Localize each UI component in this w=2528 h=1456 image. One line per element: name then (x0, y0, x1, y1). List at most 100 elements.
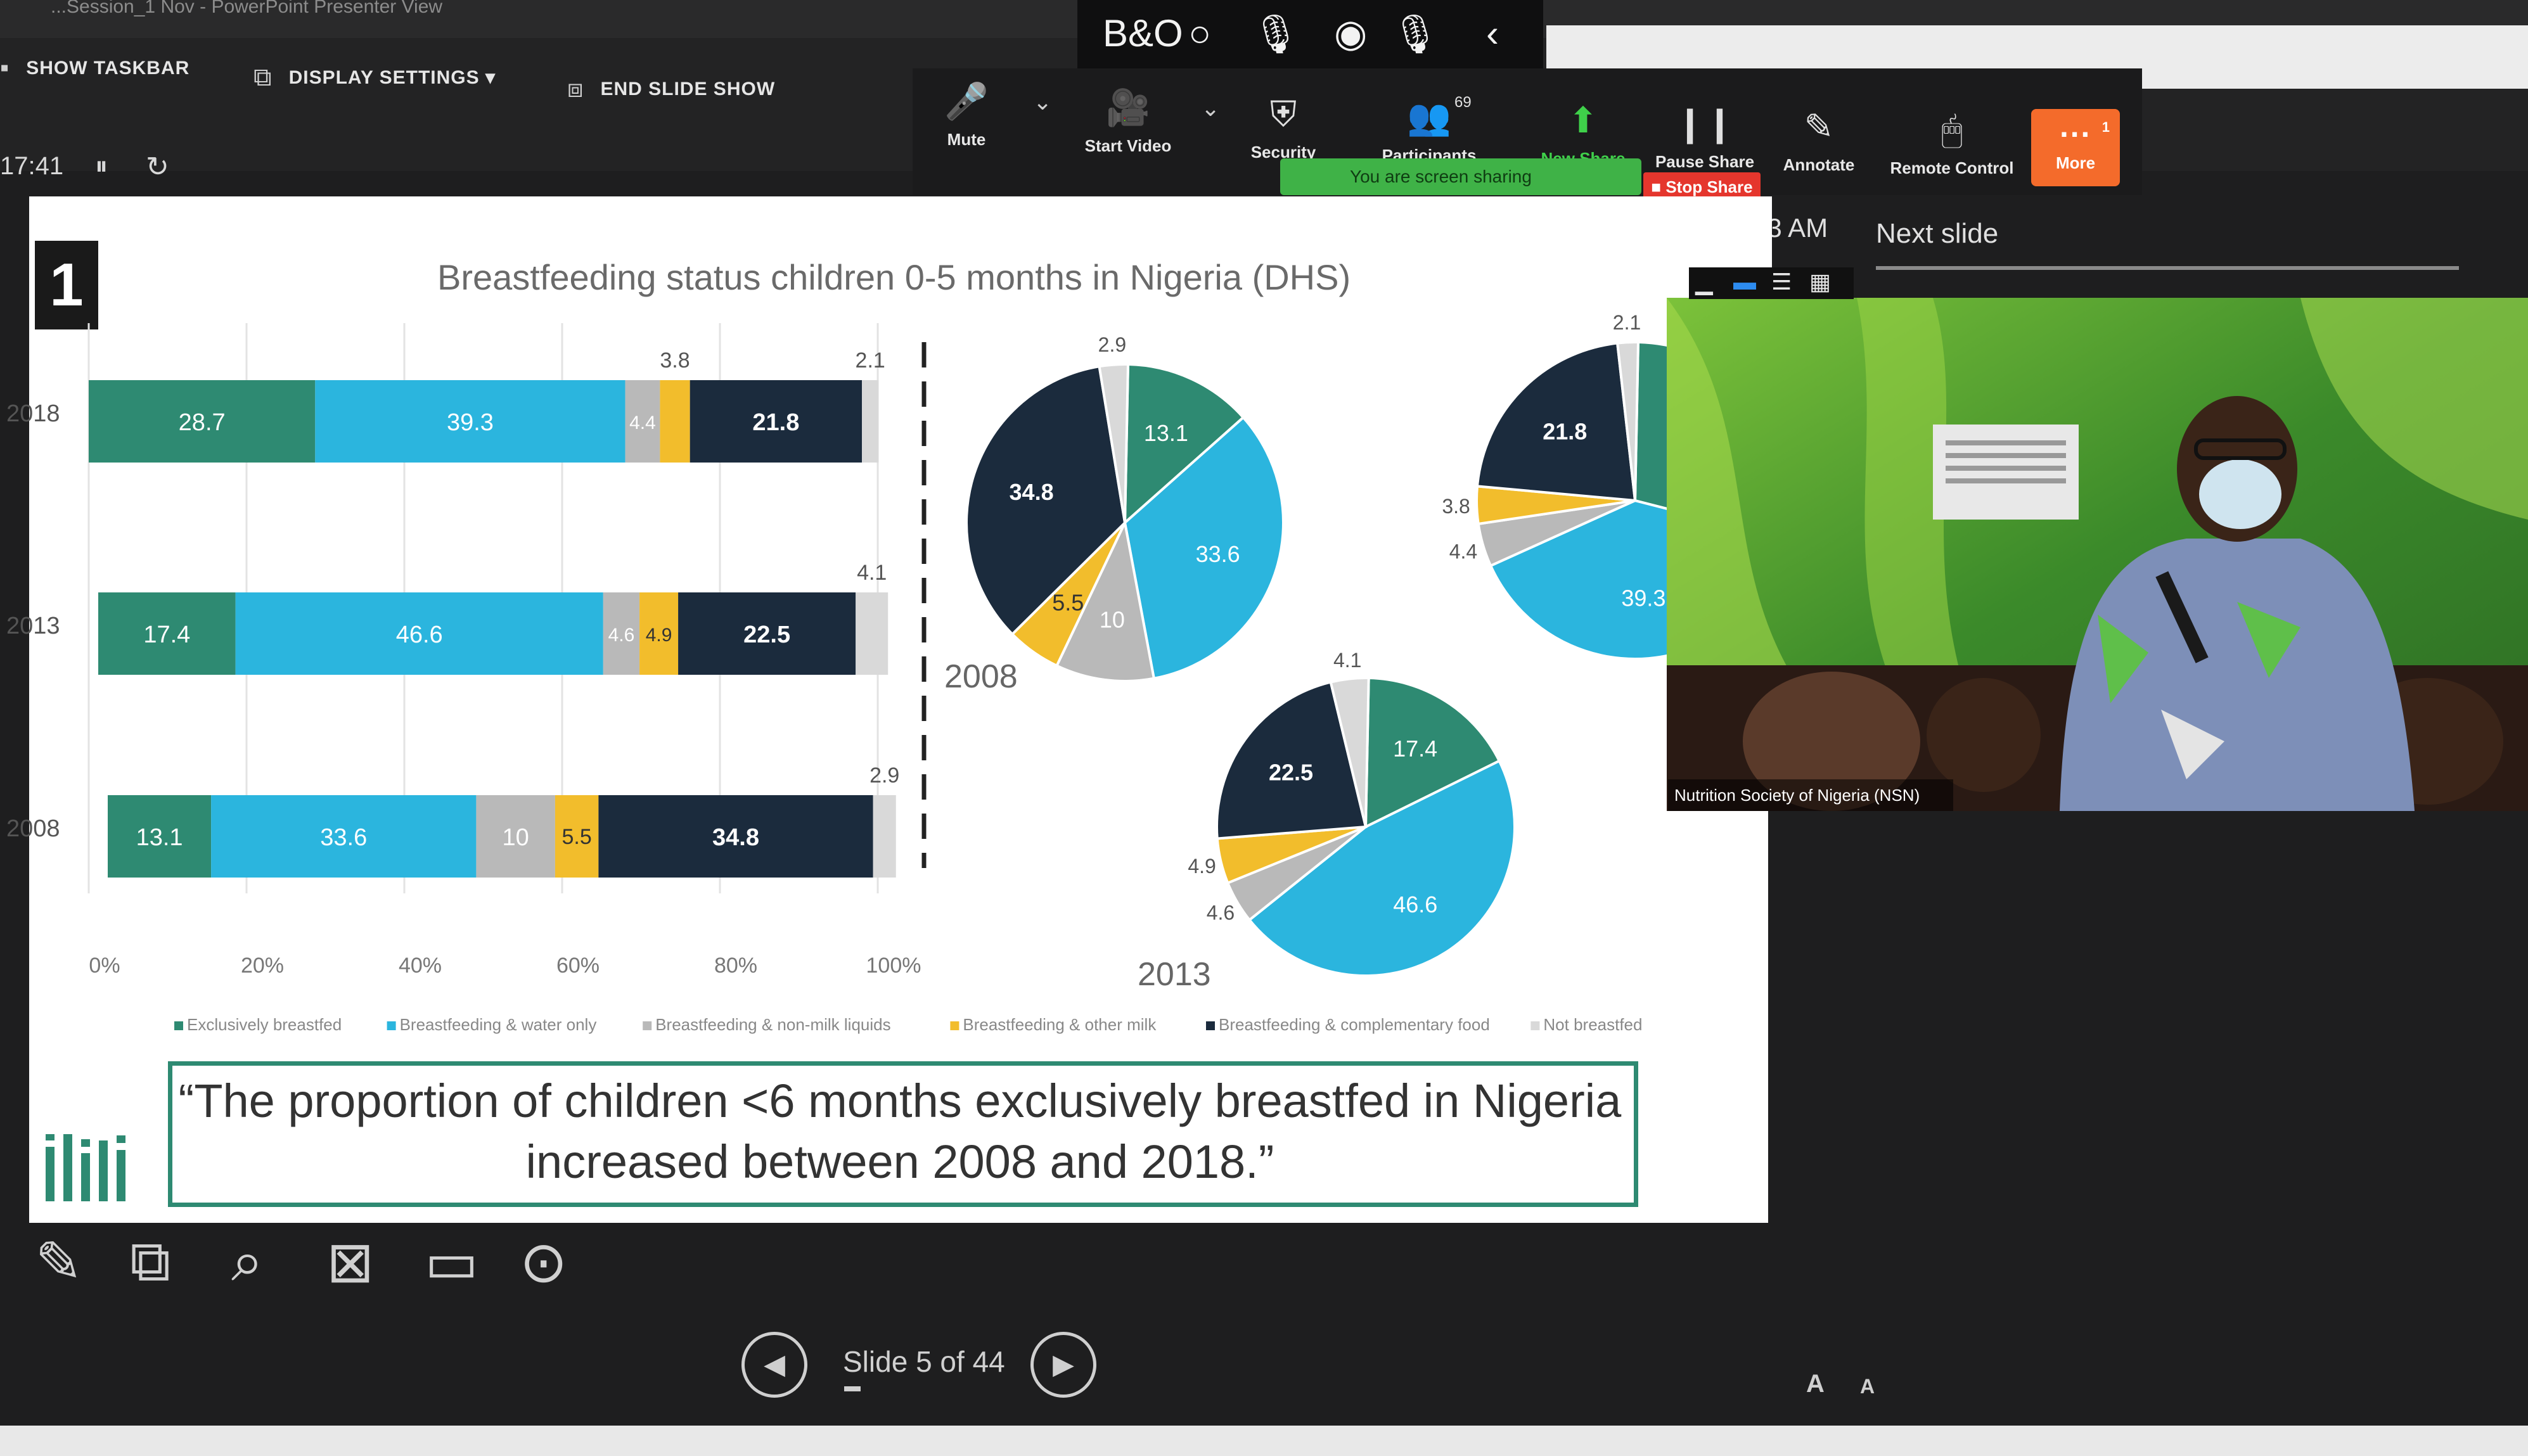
share-screen-icon: ⬆ (1568, 100, 1598, 140)
quote-box (168, 1061, 1638, 1207)
previous-slide-button[interactable]: ◀ (741, 1332, 807, 1398)
bar-data-label: 34.8 (712, 824, 759, 851)
remote-control-label: Remote Control (1890, 158, 2014, 177)
legend-swatch (950, 1021, 959, 1030)
pie-data-label: 34.8 (1010, 479, 1054, 505)
legend-entry: Breastfeeding & water only (400, 1015, 597, 1034)
bar-segment (98, 592, 236, 675)
current-slide (29, 196, 1772, 1223)
bar-segment (639, 592, 679, 675)
display-settings-label: DISPLAY SETTINGS ▾ (288, 67, 496, 88)
more-options-icon[interactable]: ⊙ (520, 1231, 568, 1294)
pencil-icon: ✎ (1804, 106, 1834, 146)
legend-swatch (387, 1021, 396, 1030)
bar-category-label: 2018 (6, 400, 60, 427)
annotate-button[interactable]: ✎ Annotate (1755, 98, 1882, 175)
microphone-icon[interactable]: 🎙 (1252, 13, 1300, 55)
participants-icon: 👥 (1407, 97, 1451, 137)
bar-segment (862, 380, 879, 463)
pie-data-label: 39.3 (1621, 585, 1665, 611)
strip-view-icon[interactable]: ☰ (1771, 269, 1792, 295)
bar-data-label: 4.6 (608, 625, 635, 646)
pause-timer-icon[interactable]: ⏸ (95, 152, 108, 180)
bar-segment (603, 592, 640, 675)
circle-icon[interactable]: ○ (1188, 12, 1212, 54)
bar-segment (690, 380, 863, 463)
pie-slice (1615, 341, 1640, 501)
show-taskbar-button[interactable]: ▪ SHOW TASKBAR (0, 54, 189, 82)
pen-tool-icon[interactable]: ✎ (35, 1231, 83, 1294)
slide-title: Breastfeeding status children 0-5 months… (437, 257, 1351, 297)
zoom-into-slide-icon[interactable]: ⌕ (231, 1230, 264, 1293)
bar-data-label: 10 (503, 824, 529, 851)
see-all-slides-icon[interactable]: ⧉ (130, 1230, 171, 1293)
record-icon[interactable]: ◉ (1334, 12, 1368, 54)
mute-options-caret-icon[interactable]: ⌄ (1033, 89, 1053, 115)
taskbar-icon: ▪ (0, 54, 10, 82)
increase-font-size-button[interactable]: A (1806, 1370, 1825, 1398)
display-settings-button[interactable]: ⧉ DISPLAY SETTINGS ▾ (253, 63, 496, 92)
start-video-button[interactable]: 🎥 Start Video (1065, 79, 1191, 156)
next-slide-button[interactable]: ▶ (1030, 1332, 1096, 1398)
slide-counter[interactable]: Slide 5 of 44 (843, 1345, 1005, 1378)
bar-data-label: 2.9 (869, 763, 899, 788)
speaker-view-icon[interactable]: ▬ (1733, 269, 1756, 295)
remote-control-button[interactable]: 🖱 Remote Control (1885, 101, 2018, 178)
legend-swatch (174, 1021, 183, 1030)
stop-share-label: Stop Share (1665, 177, 1753, 196)
pie-data-label: 4.1 (1333, 649, 1361, 672)
bar-data-label: 2.1 (856, 348, 885, 373)
pie-slice (1055, 518, 1156, 682)
pause-share-button[interactable]: ❙❙ Pause Share (1641, 95, 1768, 172)
bar-data-label: 13.1 (136, 824, 183, 851)
more-dots-icon: ··· (2060, 117, 2091, 152)
bar-segment (598, 795, 873, 878)
pie-charts: 13.1 33.6 10 5.5 34.8 2.9 2008 17.4 46.6 4.6 4.9 22… (944, 311, 1795, 993)
end-show-icon: ⧈ (567, 75, 584, 103)
video-feed-scene (1667, 298, 2528, 811)
bar-segment (555, 795, 599, 878)
pie-slice (965, 364, 1127, 636)
pause-share-label: Pause Share (1655, 152, 1755, 171)
pie-slice (1364, 677, 1501, 829)
participant-video[interactable] (1667, 298, 2528, 811)
screen-sharing-status: You are screen sharing (1350, 167, 1532, 186)
pie-data-label: 4.9 (1188, 855, 1216, 878)
x-tick-label: 40% (399, 954, 442, 978)
microphone-icon: 🎤 (944, 81, 989, 121)
x-tick-label: 20% (241, 954, 284, 978)
bar-data-label: 4.9 (646, 625, 672, 646)
video-options-caret-icon[interactable]: ⌄ (1201, 95, 1221, 121)
subtitles-icon[interactable]: ▭ (425, 1231, 479, 1294)
more-label: More (2055, 153, 2096, 172)
end-slide-show-button[interactable]: ⧈ END SLIDE SHOW (567, 75, 775, 103)
start-video-label: Start Video (1084, 136, 1172, 155)
black-screen-icon[interactable]: ⊠ (326, 1231, 375, 1294)
participant-name-label: Nutrition Society of Nigeria (NSN) (1668, 779, 1953, 811)
reset-timer-icon[interactable]: ↻ (146, 151, 169, 182)
podcast-mic-icon[interactable]: 🎙 (1391, 13, 1440, 55)
shield-icon: ⛨ (1270, 94, 1297, 134)
bar-data-label: 17.4 (143, 622, 190, 648)
collapse-chevron-icon[interactable]: ‹ (1486, 12, 1499, 54)
pie-slice (1475, 342, 1637, 502)
bar-segment (235, 592, 603, 675)
next-slide-label: Next slide (1876, 218, 1999, 249)
minimize-icon[interactable]: ▁ (1695, 269, 1713, 295)
bar-data-label: 4.4 (629, 412, 656, 433)
next-slide-preview[interactable] (1876, 266, 2459, 270)
pie-data-label: 4.6 (1207, 901, 1235, 924)
decrease-font-size-button[interactable]: A (1860, 1375, 1875, 1398)
mute-button[interactable]: 🎤 Mute (903, 73, 1030, 150)
more-button[interactable]: ··· More 1 (2031, 109, 2120, 186)
bar-segment (211, 795, 477, 878)
pie-data-label: 2.9 (1098, 333, 1126, 356)
legend-swatch (643, 1021, 652, 1030)
pie-data-label: 4.4 (1449, 540, 1477, 563)
bar-segment (108, 795, 212, 878)
pie-slice (1098, 363, 1130, 523)
slide-number-badge: 1 (35, 241, 98, 329)
bo-logo-icon: B&O (1103, 12, 1183, 54)
gallery-view-icon[interactable]: ▦ (1809, 269, 1832, 295)
pie-data-label: 3.8 (1442, 495, 1470, 518)
